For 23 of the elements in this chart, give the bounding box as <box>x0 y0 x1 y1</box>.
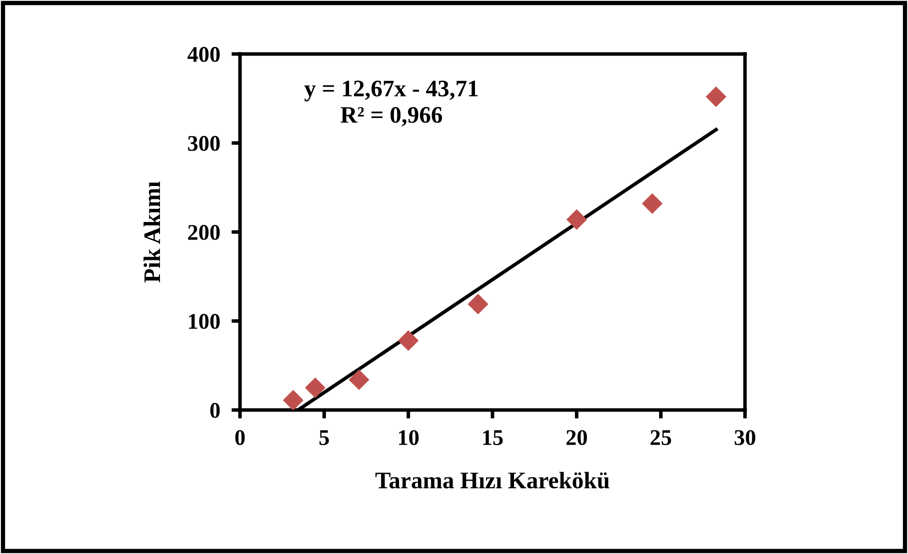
y-tick-label: 300 <box>188 136 220 151</box>
x-tick-label: 5 <box>320 430 329 446</box>
point <box>566 209 587 230</box>
x-axis-title: Tarama Hızı Karekökü <box>375 472 610 488</box>
point <box>398 330 419 351</box>
y-tick-label: 100 <box>189 314 220 329</box>
point <box>282 390 304 410</box>
x-tick-label: 15 <box>483 430 503 446</box>
x-tick-label: 20 <box>566 430 587 446</box>
point <box>304 377 326 398</box>
point <box>468 294 488 314</box>
x-tick-label: 25 <box>650 430 672 446</box>
x-tick-label: 30 <box>734 430 756 446</box>
x-tick-label: 10 <box>399 430 419 446</box>
y-tick-label: 400 <box>188 46 220 62</box>
point <box>348 369 370 390</box>
point <box>642 193 663 214</box>
y-tick-label: 0 <box>210 402 220 418</box>
annotation: y = 12,67x - 43,71 R² = 0,966 <box>304 80 478 126</box>
y-axis-title: Pik Akımı <box>144 182 160 282</box>
y-tick-label: 200 <box>188 224 220 240</box>
x-tick-label: 0 <box>235 430 245 446</box>
point <box>706 86 726 108</box>
